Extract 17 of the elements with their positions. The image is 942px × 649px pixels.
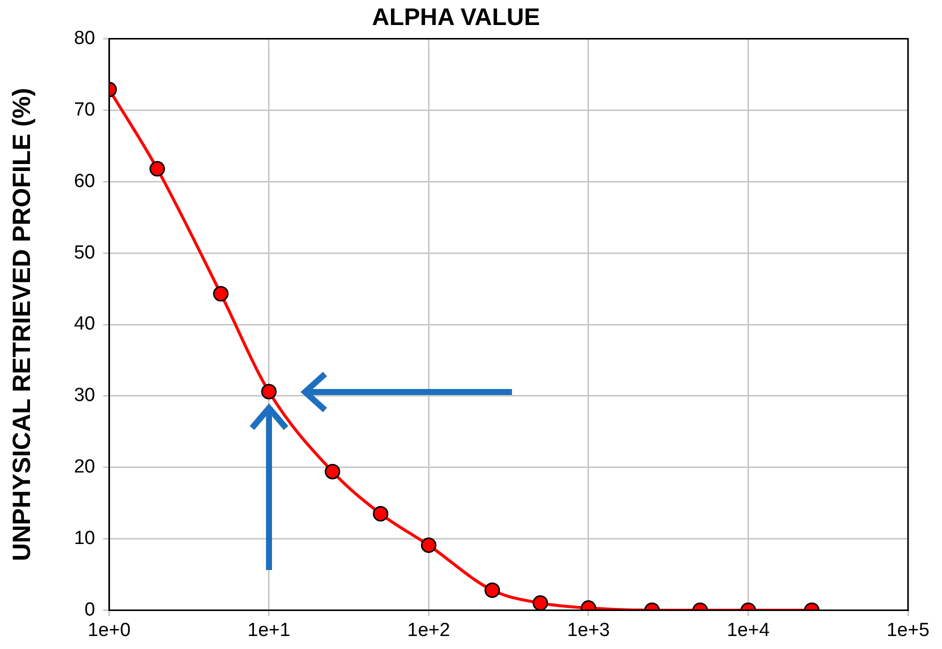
y-axis-title: UNPHYSICAL RETRIEVED PROFILE (%) bbox=[8, 88, 36, 562]
y-tick-label: 80 bbox=[74, 28, 96, 50]
x-tick-label: 1e+2 bbox=[407, 620, 450, 641]
x-tick-label: 1e+0 bbox=[88, 620, 131, 641]
x-tick-label: 1e+3 bbox=[567, 620, 610, 641]
y-tick-label: 40 bbox=[74, 314, 96, 335]
x-tick-label: 1e+5 bbox=[886, 620, 930, 641]
y-tick-label: 20 bbox=[74, 456, 96, 478]
chart-title: ALPHA VALUE bbox=[372, 4, 540, 32]
y-tick-label: 60 bbox=[74, 170, 96, 192]
y-tick-label: 30 bbox=[74, 385, 96, 406]
x-tick-label: 1e+1 bbox=[248, 620, 290, 641]
y-tick-label: 70 bbox=[74, 99, 96, 120]
y-tick-label: 10 bbox=[74, 528, 96, 550]
x-tick-label: 1e+4 bbox=[726, 620, 770, 641]
y-tick-label: 50 bbox=[74, 242, 96, 264]
y-tick-label: 0 bbox=[84, 599, 96, 620]
